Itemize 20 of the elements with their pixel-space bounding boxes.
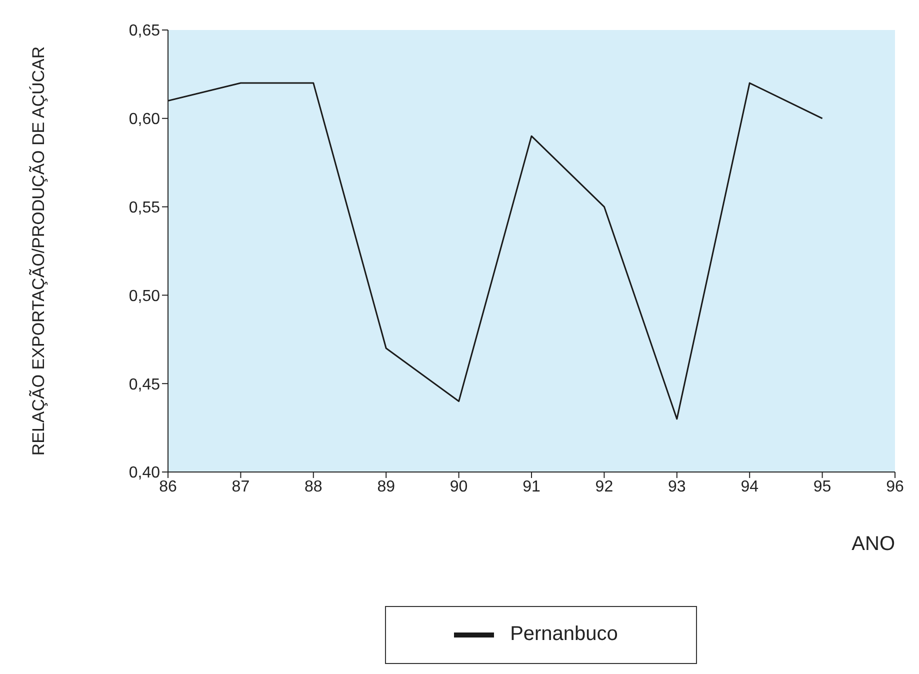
y-tick-label: 0,40 — [128, 464, 160, 482]
x-tick-label: 88 — [304, 478, 322, 496]
x-tick-label: 94 — [740, 478, 759, 496]
x-axis-title: ANO — [852, 533, 895, 555]
y-tick-label: 0,55 — [128, 199, 160, 216]
x-tick-label: 87 — [232, 478, 250, 496]
x-tick-label: 95 — [813, 478, 832, 496]
legend-label: Pernanbuco — [510, 623, 618, 646]
x-tick-label: 91 — [522, 478, 540, 496]
y-tick-label: 0,65 — [128, 22, 160, 40]
y-axis-title: RELAÇÃO EXPORTAÇÃO/PRODUÇÃO DE AÇÚCAR — [29, 46, 48, 456]
x-tick-label: 96 — [886, 478, 904, 496]
x-tick-label: 92 — [595, 478, 614, 496]
y-tick-label: 0,60 — [128, 111, 160, 128]
x-tick-label: 90 — [450, 478, 468, 496]
x-tick-label: 89 — [377, 478, 396, 496]
x-tick-label: 86 — [159, 478, 177, 496]
x-tick-label: 93 — [668, 478, 686, 496]
y-tick-label: 0,45 — [128, 376, 160, 394]
y-tick-label: 0,50 — [128, 288, 160, 305]
